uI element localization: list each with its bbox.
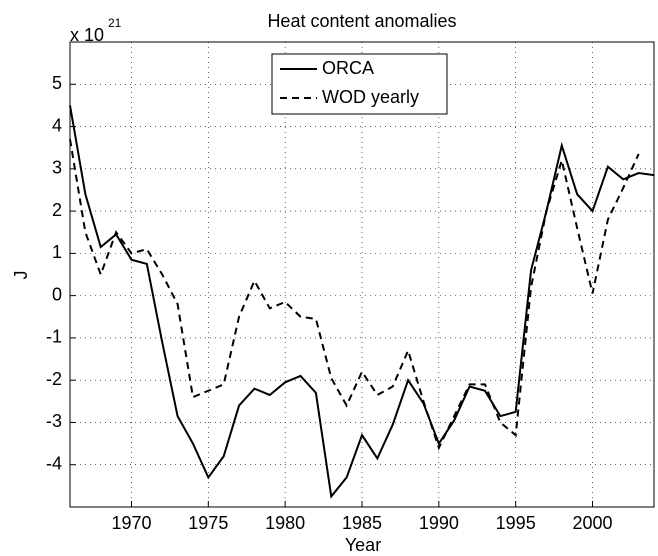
data-line <box>69 139 640 451</box>
y-tick-label: 1 <box>52 242 62 262</box>
x-tick-label: 1990 <box>419 513 459 533</box>
y-tick-label: -1 <box>46 327 62 347</box>
legend-label: WOD yearly <box>322 87 419 107</box>
chart-title: Heat content anomalies <box>267 11 456 31</box>
x-tick-label: 1980 <box>265 513 305 533</box>
exponent: 21 <box>108 16 122 30</box>
x-tick-label: 1970 <box>111 513 151 533</box>
y-tick-label: 0 <box>52 284 62 304</box>
x-tick-label: 1995 <box>496 513 536 533</box>
y-tick-label: -3 <box>46 411 62 431</box>
legend-box <box>271 53 448 115</box>
exponent-label: x 10 <box>70 25 104 45</box>
legend-label: ORCA <box>322 58 374 78</box>
x-tick-label: 1975 <box>188 513 228 533</box>
plot-frame <box>69 41 655 508</box>
y-tick-label: -4 <box>46 453 62 473</box>
x-tick-label: 2000 <box>573 513 613 533</box>
x-tick-label: 1985 <box>342 513 382 533</box>
y-tick-label: 4 <box>52 115 62 135</box>
y-axis-label: J <box>11 271 31 280</box>
y-tick-label: -2 <box>46 369 62 389</box>
data-line <box>69 105 655 499</box>
y-tick-label: 3 <box>52 158 62 178</box>
y-tick-label: 2 <box>52 200 62 220</box>
x-axis-label: Year <box>345 535 381 555</box>
y-tick-label: 5 <box>52 73 62 93</box>
